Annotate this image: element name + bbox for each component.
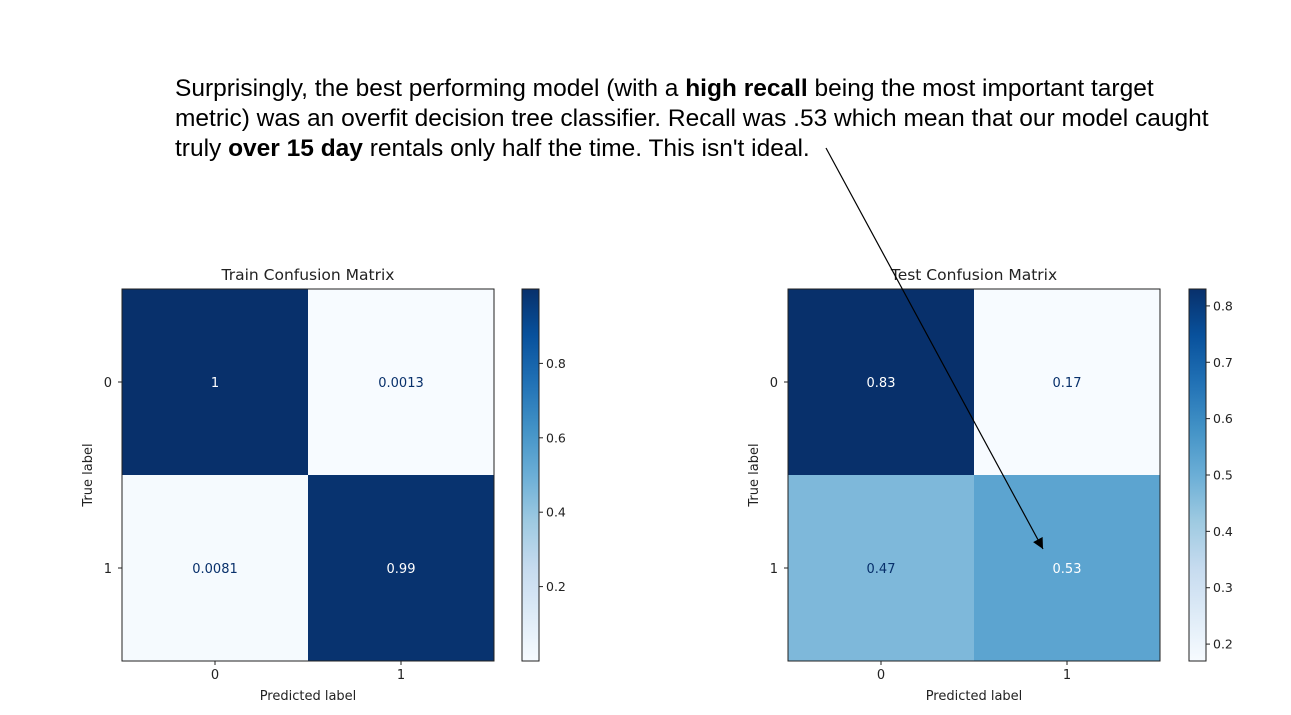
slide-text: Surprisingly, the best performing model … [175, 74, 1215, 164]
matrix-cell [308, 289, 494, 475]
colorbar-tick-label: 0.8 [1213, 298, 1233, 313]
colorbar-tick-label: 0.2 [546, 579, 566, 594]
matrix-frame [787, 288, 1161, 662]
y-tick-label: 0 [104, 376, 112, 391]
colorbar-tick-label: 0.3 [1213, 580, 1233, 595]
y-tick-label: 1 [104, 562, 112, 577]
matrix-cell [788, 289, 974, 475]
colorbar [1188, 288, 1207, 662]
x-tick-label: 1 [397, 668, 405, 683]
matrix-cell [122, 289, 308, 475]
x-tick-label: 0 [211, 668, 219, 683]
text-segment: being the most important target metric) … [175, 75, 1209, 162]
y-tick-label: 0 [770, 376, 778, 391]
matrix-cell [308, 475, 494, 661]
bold-text-segment: over 15 day [228, 135, 363, 162]
y-axis-label: True label [747, 443, 762, 507]
bold-text-segment: high recall [685, 75, 808, 102]
x-tick-label: 0 [877, 668, 885, 683]
x-axis-label: Predicted label [260, 689, 357, 704]
colorbar-tick-label: 0.7 [1213, 355, 1233, 370]
cell-value-label: 0.17 [1053, 376, 1082, 391]
text-segment: rentals only half the time. This isn't i… [362, 135, 810, 162]
matrix-cell [974, 289, 1160, 475]
y-tick-label: 1 [770, 562, 778, 577]
colorbar-tick-label: 0.5 [1213, 468, 1233, 483]
chart-title: Train Confusion Matrix [221, 266, 395, 284]
colorbar-tick-label: 0.4 [546, 505, 566, 520]
x-tick-label: 1 [1063, 668, 1071, 683]
cell-value-label: 0.99 [387, 562, 416, 577]
matrix-frame [121, 288, 495, 662]
matrix-cell [974, 475, 1160, 661]
cell-value-label: 0.0013 [378, 376, 424, 391]
annotation-arrow [825, 147, 1044, 550]
colorbar-tick-label: 0.4 [1213, 524, 1233, 539]
colorbar-tick-label: 0.2 [1213, 637, 1233, 652]
cell-value-label: 0.0081 [192, 562, 238, 577]
colorbar-tick-label: 0.8 [546, 356, 566, 371]
matrix-cell [122, 475, 308, 661]
colorbar-tick-label: 0.6 [1213, 411, 1233, 426]
cell-value-label: 0.47 [867, 562, 896, 577]
chart-title: Test Confusion Matrix [890, 266, 1057, 284]
cell-value-label: 1 [211, 376, 219, 391]
x-axis-label: Predicted label [926, 689, 1023, 704]
cell-value-label: 0.53 [1053, 562, 1082, 577]
text-segment: Surprisingly, the best performing model … [175, 75, 686, 102]
colorbar [521, 288, 540, 662]
colorbar-tick-label: 0.6 [546, 430, 566, 445]
cell-value-label: 0.83 [867, 376, 896, 391]
matrix-cell [788, 475, 974, 661]
y-axis-label: True label [81, 443, 96, 507]
